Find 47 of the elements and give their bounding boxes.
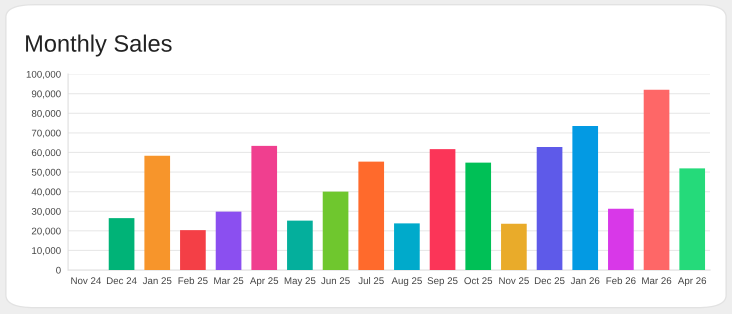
bar	[679, 168, 706, 270]
bar	[501, 224, 527, 270]
y-tick-label: 100,000	[26, 70, 61, 79]
y-tick-label: 60,000	[32, 149, 61, 158]
bar	[394, 223, 420, 270]
x-tick-label: Nov 25	[499, 277, 529, 284]
bar	[358, 162, 384, 270]
x-tick-label: Jan 26	[570, 277, 600, 284]
bar	[216, 212, 242, 270]
bar	[572, 126, 598, 270]
x-tick-label: Feb 25	[178, 276, 208, 284]
x-tick-label: Jul 25	[358, 276, 384, 284]
y-tick-label: 0	[56, 266, 61, 274]
bar	[608, 208, 634, 270]
y-tick-label: 40,000	[32, 188, 61, 196]
x-tick-label: Jun 25	[321, 277, 350, 284]
x-tick-label: Apr 26	[678, 277, 706, 286]
x-tick-label: Dec 25	[534, 277, 565, 284]
y-tick-label: 80,000	[32, 110, 61, 118]
y-tick-label: 90,000	[32, 90, 61, 98]
x-tick-label: Mar 26	[642, 277, 672, 284]
bar	[144, 156, 170, 270]
x-tick-label: Nov 24	[71, 277, 102, 284]
bar	[251, 146, 278, 270]
y-tick-label: 20,000	[32, 228, 61, 236]
x-tick-label: May 25	[284, 277, 316, 286]
x-tick-label: Oct 25	[464, 277, 492, 284]
x-tick-label: Feb 26	[606, 276, 636, 284]
y-tick-label: 70,000	[32, 130, 61, 138]
x-tick-label: Mar 25	[214, 277, 244, 284]
x-tick-label: Jan 25	[142, 277, 172, 284]
x-tick-label: Apr 25	[250, 277, 278, 286]
x-tick-label: Sep 25	[428, 277, 458, 286]
bar	[536, 146, 562, 270]
bar	[287, 220, 313, 270]
chart-title: Monthly Sales	[26, 34, 172, 57]
x-tick-label: Dec 24	[106, 277, 137, 284]
y-tick-label: 50,000	[32, 168, 61, 177]
bar	[644, 90, 670, 270]
x-tick-label: Aug 25	[392, 277, 422, 286]
bar	[430, 149, 456, 270]
bar	[180, 230, 206, 270]
bar	[108, 218, 134, 270]
bar	[465, 162, 492, 270]
y-tick-label: 10,000	[32, 247, 61, 256]
y-tick-label: 30,000	[32, 208, 61, 216]
bar	[322, 192, 348, 270]
